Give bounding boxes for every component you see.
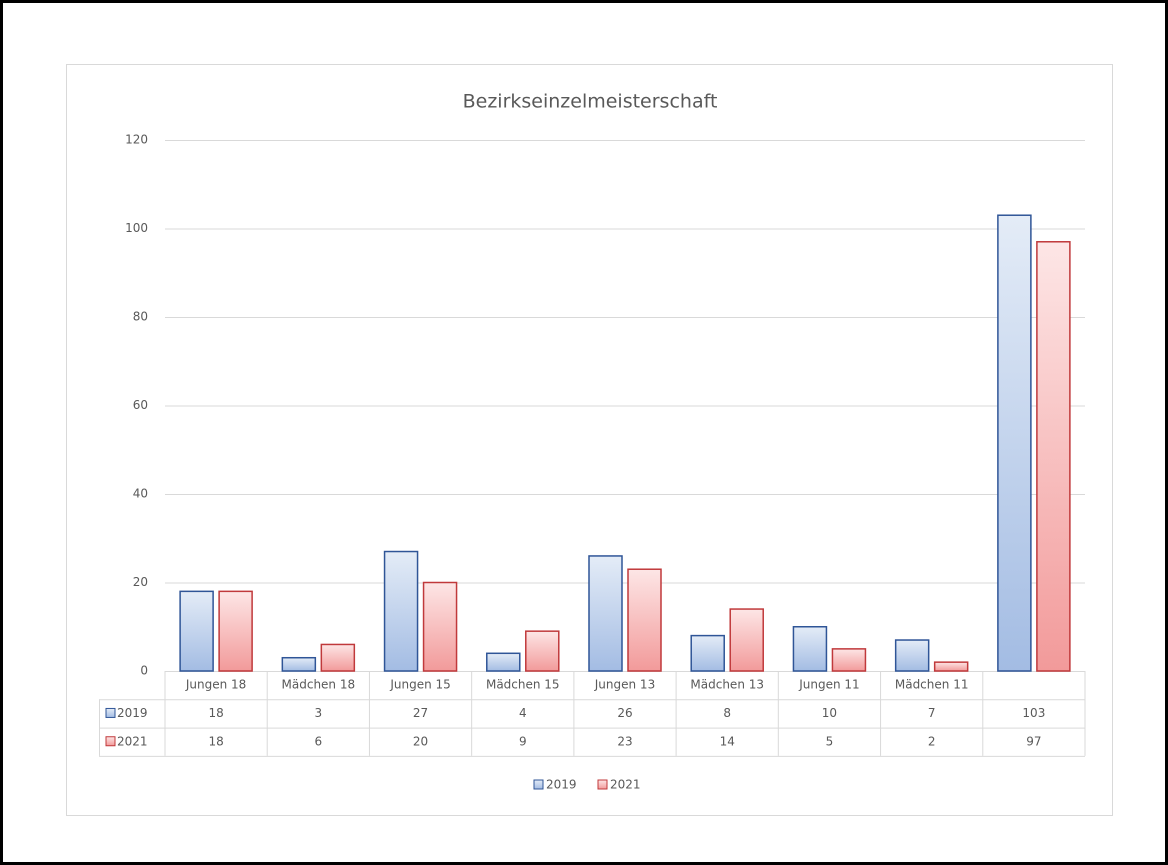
legend-key bbox=[105, 707, 116, 718]
bar bbox=[320, 643, 356, 672]
x-tick-label: Jungen 18 bbox=[185, 678, 246, 692]
legend-key bbox=[597, 779, 608, 790]
bar bbox=[997, 214, 1032, 672]
bar bbox=[525, 630, 560, 672]
table-cell: 2 bbox=[928, 734, 936, 748]
bar bbox=[729, 608, 764, 672]
y-tick-label: 40 bbox=[133, 487, 148, 501]
y-tick-label: 20 bbox=[133, 575, 148, 589]
x-tick-label: Mädchen 11 bbox=[895, 678, 969, 692]
y-tick-label: 80 bbox=[133, 310, 148, 324]
chart-title: Bezirkseinzelmeisterschaft bbox=[463, 91, 718, 113]
table-cell: 20 bbox=[413, 734, 428, 748]
y-tick-label: 60 bbox=[133, 398, 148, 412]
table-cell: 97 bbox=[1026, 734, 1041, 748]
table-row-label: 2019 bbox=[117, 706, 148, 720]
x-tick-label: Mädchen 18 bbox=[282, 678, 356, 692]
legend-key bbox=[105, 736, 116, 747]
table-cell: 10 bbox=[822, 706, 837, 720]
bar bbox=[792, 626, 828, 672]
table-cell: 18 bbox=[208, 706, 223, 720]
bar bbox=[218, 590, 253, 672]
bar bbox=[383, 550, 419, 672]
x-tick-label: Mädchen 15 bbox=[486, 678, 560, 692]
table-cell: 23 bbox=[617, 734, 632, 748]
bar bbox=[831, 648, 867, 672]
table-cell: 4 bbox=[519, 706, 527, 720]
bar bbox=[588, 555, 623, 672]
table-cell: 3 bbox=[315, 706, 323, 720]
chart-area bbox=[66, 64, 1113, 816]
legend-key bbox=[533, 779, 544, 790]
table-row-label: 2021 bbox=[117, 734, 148, 748]
table-cell: 6 bbox=[315, 734, 323, 748]
legend-label: 2021 bbox=[610, 778, 641, 792]
bar bbox=[690, 634, 725, 672]
table-cell: 18 bbox=[208, 734, 223, 748]
bar bbox=[486, 652, 521, 672]
bar bbox=[422, 581, 458, 672]
bar bbox=[179, 590, 214, 672]
table-cell: 8 bbox=[723, 706, 731, 720]
table-cell: 103 bbox=[1022, 706, 1045, 720]
x-tick-label: Jungen 11 bbox=[798, 678, 859, 692]
bar bbox=[1036, 241, 1071, 672]
legend-label: 2019 bbox=[546, 778, 577, 792]
table-cell: 26 bbox=[617, 706, 632, 720]
table-cell: 27 bbox=[413, 706, 428, 720]
table-cell: 9 bbox=[519, 734, 527, 748]
table-cell: 14 bbox=[720, 734, 735, 748]
bar bbox=[627, 568, 662, 672]
x-tick-label: Mädchen 13 bbox=[690, 678, 764, 692]
x-tick-label: Jungen 15 bbox=[389, 678, 450, 692]
y-tick-label: 100 bbox=[125, 221, 148, 235]
bar bbox=[933, 661, 969, 672]
x-tick-label: Jungen 13 bbox=[594, 678, 655, 692]
y-tick-label: 120 bbox=[125, 133, 148, 147]
table-cell: 7 bbox=[928, 706, 936, 720]
table-cell: 5 bbox=[826, 734, 834, 748]
bar bbox=[894, 639, 930, 672]
bar bbox=[281, 656, 317, 672]
y-tick-label: 0 bbox=[140, 664, 148, 678]
